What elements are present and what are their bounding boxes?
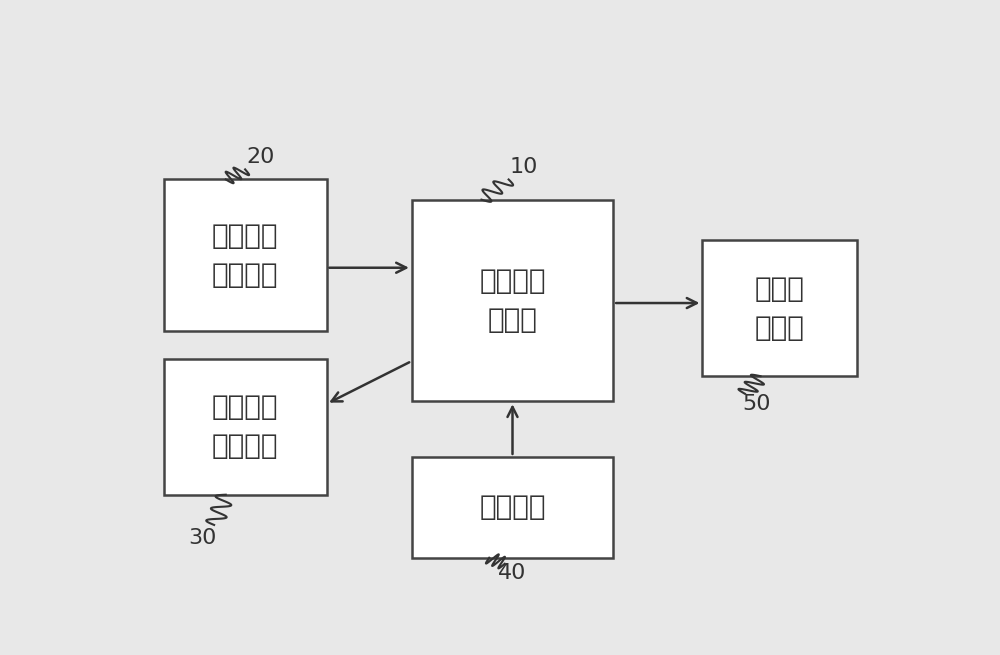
Text: 20: 20 — [246, 147, 275, 167]
Text: 30: 30 — [188, 527, 217, 548]
Text: 40: 40 — [498, 563, 527, 583]
Text: 10: 10 — [510, 157, 538, 177]
Text: 流量脉冲
采集电源: 流量脉冲 采集电源 — [212, 393, 278, 460]
Text: 主板电源: 主板电源 — [479, 493, 546, 521]
Text: 流量计控
制主板: 流量计控 制主板 — [479, 267, 546, 334]
Bar — [412, 200, 613, 402]
Text: 远程传
输装置: 远程传 输装置 — [755, 274, 805, 341]
Text: 流量脉冲
采集装置: 流量脉冲 采集装置 — [212, 221, 278, 289]
Bar — [164, 179, 326, 331]
Text: 50: 50 — [742, 394, 771, 414]
Bar — [164, 358, 326, 495]
Bar — [412, 457, 613, 558]
Bar — [702, 240, 857, 376]
